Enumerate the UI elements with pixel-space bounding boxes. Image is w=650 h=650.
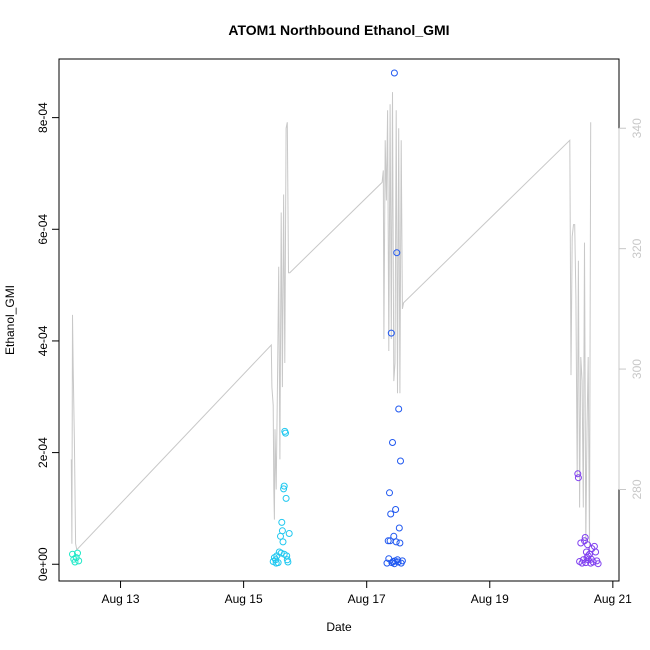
x-tick-label: Aug 19	[471, 592, 509, 606]
scatter-point	[574, 474, 582, 482]
scatter-point	[283, 556, 291, 564]
scatter-point	[384, 537, 392, 545]
scatter-point	[387, 510, 395, 518]
scatter-point	[74, 549, 81, 557]
scatter-point	[280, 485, 288, 493]
scatter-point	[282, 494, 290, 502]
scatter-point	[393, 249, 401, 257]
scatter-point	[279, 538, 287, 546]
scatter-point	[394, 558, 402, 566]
y-axis-label: Ethanol_GMI	[3, 285, 17, 355]
y2-tick-label: 340	[630, 118, 644, 138]
scatter-point	[587, 555, 595, 563]
scatter-point	[395, 524, 403, 532]
scatter-point	[581, 534, 589, 541]
x-tick-label: Aug 21	[594, 592, 632, 606]
y2-tick-label: 280	[630, 479, 644, 499]
scatter-point	[277, 549, 285, 557]
y-tick-label: 8e-04	[36, 102, 50, 133]
scatter-point	[386, 489, 393, 497]
scatter-point	[574, 470, 582, 478]
chart-title: ATOM1 Northbound Ethanol_GMI	[228, 22, 449, 38]
x-tick-label: Aug 13	[102, 592, 140, 606]
x-axis-label: Date	[326, 620, 352, 634]
y-tick-label: 6e-04	[36, 214, 50, 245]
scatter-point	[395, 405, 403, 413]
y-axis-right: 280 300 320 340	[618, 118, 644, 500]
scatter-point	[390, 69, 398, 77]
y-tick-label: 2e-04	[36, 437, 50, 468]
scatter-points	[69, 69, 602, 568]
scatter-point	[71, 558, 79, 566]
scatter-point	[278, 518, 286, 526]
y-tick-label: 0e+00	[36, 547, 50, 581]
y2-tick-label: 320	[630, 238, 644, 258]
scatter-point	[390, 532, 398, 540]
x-axis: Aug 13 Aug 15 Aug 17 Aug 19 Aug 21	[102, 580, 632, 606]
scatter-point	[594, 560, 602, 568]
scatter-point	[392, 506, 400, 513]
scatter-point	[272, 559, 280, 567]
scatter-point	[390, 560, 398, 568]
scatter-point	[278, 527, 286, 535]
y-axis-left: 0e+00 2e-04 4e-04 6e-04 8e-04	[36, 102, 60, 581]
scatter-point	[383, 559, 391, 567]
scatter-point	[280, 482, 288, 490]
right-axis-line-series	[70, 92, 592, 551]
scatter-point	[578, 559, 586, 567]
scatter-point	[584, 541, 592, 549]
x-tick-label: Aug 17	[348, 592, 386, 606]
scatter-point	[398, 557, 406, 565]
scatter-point	[397, 457, 404, 465]
scatter-point	[592, 548, 600, 556]
scatter-point	[75, 557, 83, 565]
scatter-point	[389, 439, 396, 446]
scatter-point	[285, 530, 293, 537]
scatter-point	[282, 429, 289, 437]
scatter-point	[387, 329, 395, 337]
scatter-point	[577, 539, 585, 547]
line-series-path	[70, 92, 592, 551]
scatter-point	[396, 539, 404, 547]
scatter-point	[392, 538, 400, 546]
y2-tick-label: 300	[630, 359, 644, 379]
y-tick-label: 4e-04	[36, 325, 50, 356]
scatter-point	[280, 550, 288, 558]
x-tick-label: Aug 15	[225, 592, 263, 606]
